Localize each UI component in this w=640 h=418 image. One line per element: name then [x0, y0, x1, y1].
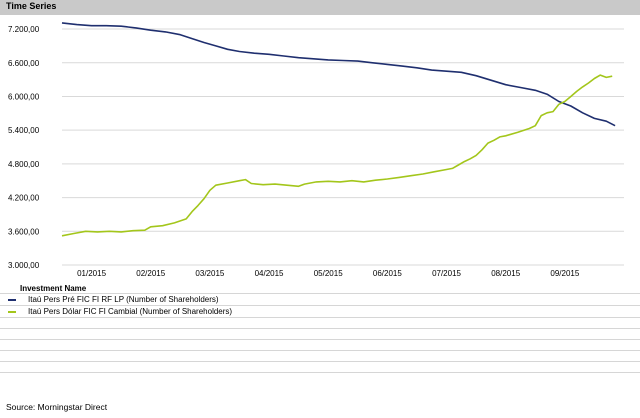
- y-tick-label: 3.000,00: [8, 261, 40, 270]
- x-tick-label: 05/2015: [314, 269, 343, 278]
- legend-label-1: Itaú Pers Pré FIC FI RF LP (Number of Sh…: [28, 295, 219, 304]
- x-tick-label: 08/2015: [491, 269, 520, 278]
- x-tick-label: 02/2015: [136, 269, 165, 278]
- chart-title-bar: Time Series: [0, 0, 640, 15]
- legend-row-2: Itaú Pers Dólar FIC FI Cambial (Number o…: [0, 305, 640, 317]
- y-tick-label: 4.800,00: [8, 160, 40, 169]
- y-tick-label: 6.600,00: [8, 59, 40, 68]
- legend-table: Investment Name Itaú Pers Pré FIC FI RF …: [0, 281, 640, 373]
- y-tick-label: 6.000,00: [8, 92, 40, 101]
- series-line-2: [61, 74, 613, 237]
- legend-row-1: Itaú Pers Pré FIC FI RF LP (Number of Sh…: [0, 293, 640, 305]
- legend-empty-row: [0, 361, 640, 373]
- legend-empty-row: [0, 328, 640, 339]
- y-tick-label: 3.600,00: [8, 227, 40, 236]
- legend-label-2: Itaú Pers Dólar FIC FI Cambial (Number o…: [28, 307, 233, 316]
- legend-empty-row: [0, 339, 640, 350]
- y-tick-label: 7.200,00: [8, 25, 40, 34]
- y-tick-label: 5.400,00: [8, 126, 40, 135]
- series-line-1: [61, 22, 616, 127]
- x-tick-label: 03/2015: [195, 269, 224, 278]
- time-series-chart: 7.200,00 6.600,00 6.000,00 5.400,00 4.800,00…: [8, 22, 624, 278]
- legend-swatch-2: [8, 311, 16, 313]
- x-tick-label: 01/2015: [77, 269, 106, 278]
- chart-title: Time Series: [6, 1, 57, 11]
- x-tick-label: 06/2015: [373, 269, 402, 278]
- y-tick-label: 4.200,00: [8, 194, 40, 203]
- x-tick-label: 07/2015: [432, 269, 461, 278]
- source-note: Source: Morningstar Direct: [6, 402, 108, 412]
- legend-header-label: Investment Name: [20, 284, 87, 293]
- x-tick-label: 09/2015: [550, 269, 579, 278]
- legend-empty-row: [0, 317, 640, 328]
- legend-swatch-1: [8, 299, 16, 301]
- x-tick-label: 04/2015: [255, 269, 284, 278]
- legend-header: Investment Name: [0, 281, 640, 293]
- legend-empty-row: [0, 350, 640, 361]
